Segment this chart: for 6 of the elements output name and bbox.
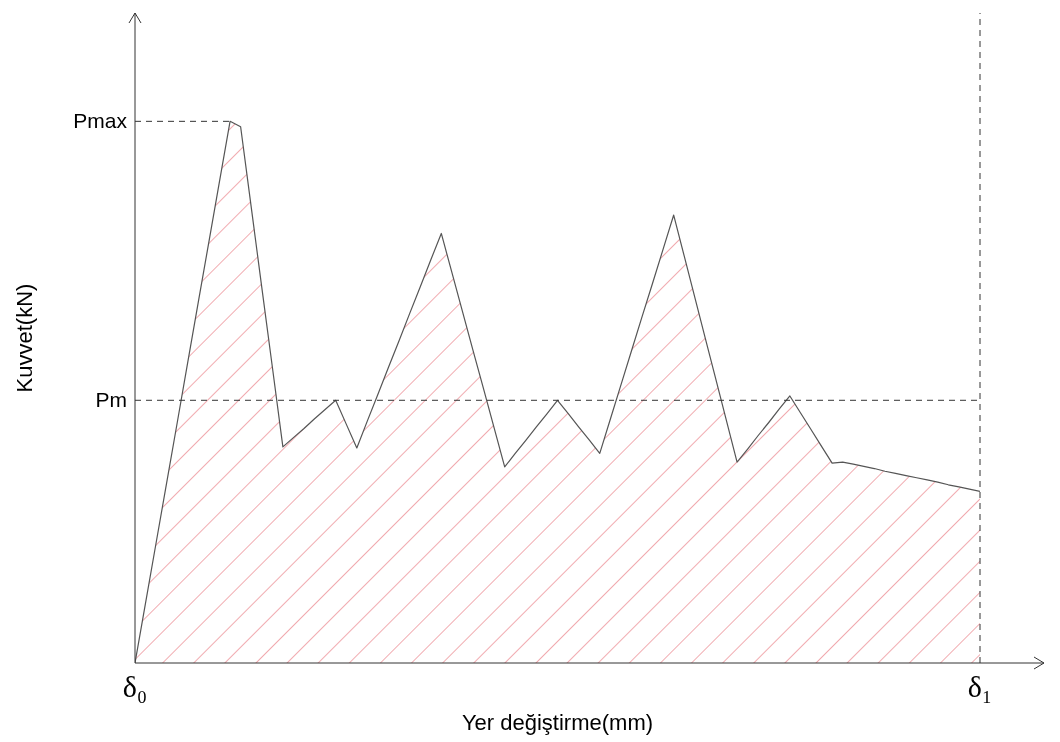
x-axis-title: Yer değiştirme(mm) [461,710,654,735]
y-axis-title: Kuvvet(kN) [12,283,37,393]
ref-line-label: Pmax [73,109,128,133]
x-tick-label: δ₀ [122,670,148,703]
ref-line-label: Pm [95,388,127,412]
x-tick-label: δ₁ [967,670,993,703]
